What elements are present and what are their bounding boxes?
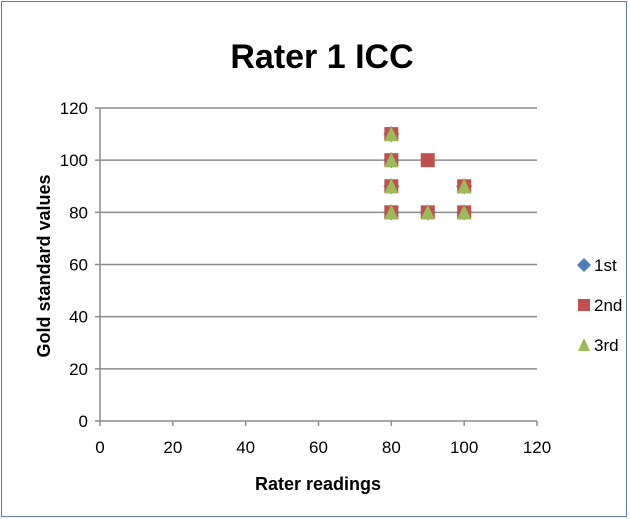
point-3rd-2 [384,152,399,168]
x-tick-label-100: 100 [450,438,478,457]
legend-label-3rd: 3rd [594,336,619,355]
x-tick-label-20: 20 [163,438,182,457]
x-tick-label-120: 120 [523,438,551,457]
legend: 1st 2nd 3rd [577,256,622,355]
x-tick-label-80: 80 [382,438,401,457]
chart-title: Rater 1 ICC [230,38,413,76]
axes [95,107,538,426]
y-axis-label: Gold standard values [34,174,54,357]
y-tick-label-40: 40 [69,308,88,327]
point-3rd-0 [384,204,399,220]
x-tick-label-0: 0 [95,438,104,457]
x-axis-label: Rater readings [255,474,381,494]
point-3rd-3 [384,126,399,142]
data-points [383,126,473,221]
legend-label-1st: 1st [594,256,617,275]
y-tick-label-100: 100 [60,151,88,170]
tick-labels: 0 20 40 60 80 100 120 0 20 40 60 80 100 120 [60,99,552,457]
x-tick-label-60: 60 [309,438,328,457]
y-tick-label-80: 80 [69,203,88,222]
point-3rd-1 [384,178,399,194]
point-3rd-4 [420,204,435,220]
y-tick-label-0: 0 [79,412,88,431]
y-tick-label-20: 20 [69,360,88,379]
x-tick-label-40: 40 [236,438,255,457]
legend-label-2nd: 2nd [594,296,622,315]
legend-marker-1st [577,258,591,272]
point-2nd-5 [420,153,435,168]
y-tick-label-120: 120 [60,99,88,118]
legend-marker-2nd [578,299,590,311]
legend-marker-3rd [578,338,590,351]
point-3rd-5 [457,204,472,220]
y-tick-label-60: 60 [69,256,88,275]
point-3rd-6 [457,178,472,194]
grid-lines [100,107,537,370]
